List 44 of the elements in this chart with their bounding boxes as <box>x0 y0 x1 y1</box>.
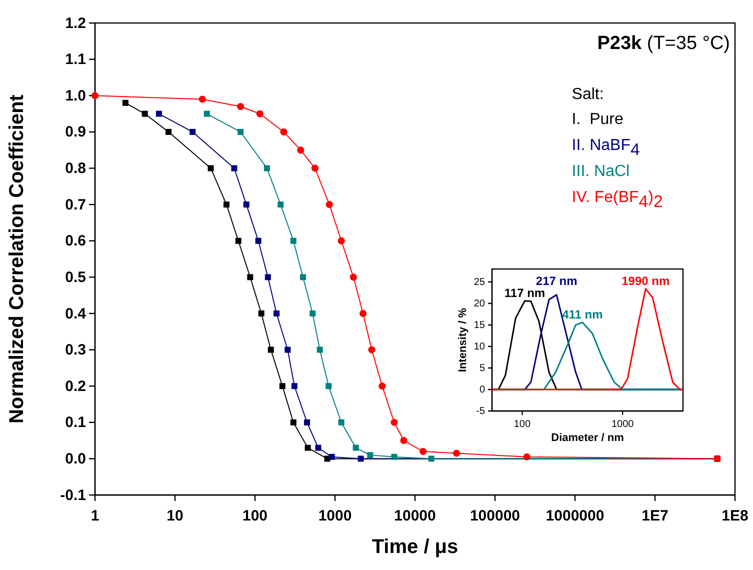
y-tick-label: 0.1 <box>65 414 86 432</box>
x-tick-label: 1 <box>90 508 100 524</box>
text: I. Pure <box>572 111 624 128</box>
y-tick-label: 0.5 <box>65 268 86 286</box>
x-tick-label: 1000000 <box>546 508 604 524</box>
y-tick-label: 0.9 <box>65 124 86 141</box>
series-label: 217 nm <box>536 274 578 288</box>
y-tick-label: 0.2 <box>65 378 86 395</box>
x-axis-title: Time / μs <box>372 536 458 558</box>
x-tick-label: 100 <box>242 508 268 524</box>
y-tick-label: 10 <box>474 342 486 353</box>
y-tick-label: 0.0 <box>65 450 86 468</box>
x-axis-title: Diameter / nm <box>551 432 624 444</box>
series-label: 1990 nm <box>622 274 670 288</box>
x-tick-label: 100 <box>514 419 531 430</box>
y-tick-label: -5 <box>476 406 486 418</box>
y-tick-label: 0.3 <box>65 342 86 359</box>
x-tick-label: 100000 <box>470 508 520 524</box>
x-tick-label: 1E7 <box>642 508 668 524</box>
x-tick-label: 10 <box>166 508 184 524</box>
y-tick-label: 1.2 <box>65 14 86 32</box>
y-axis-title: Intensity / % <box>457 308 469 372</box>
x-tick-label: 10000 <box>394 508 436 524</box>
y-tick-label: -0.1 <box>60 486 86 504</box>
y-tick-label: 0.6 <box>65 232 86 250</box>
y-tick-label: 20 <box>474 298 486 310</box>
y-tick-label: 1.1 <box>65 51 86 68</box>
x-tick-label: 1E8 <box>722 508 748 524</box>
y-tick-label: 5 <box>479 363 486 374</box>
y-tick-label: 1.0 <box>65 87 86 104</box>
text: P23k (T=35 °C) <box>597 33 730 54</box>
text: III. NaCl <box>572 163 630 180</box>
y-tick-label: 0.7 <box>65 196 86 214</box>
series-label: 117 nm <box>504 286 546 300</box>
y-tick-label: 0 <box>479 384 486 396</box>
x-tick-label: 1000 <box>611 419 634 430</box>
y-axis-title: Normalized Correlation Coefficient <box>6 94 28 424</box>
y-tick-label: 25 <box>474 277 486 288</box>
series-label: 411 nm <box>562 307 603 322</box>
legend-title: Salt: <box>572 86 604 103</box>
y-tick-label: 0.4 <box>65 305 87 322</box>
y-tick-label: 15 <box>474 320 486 332</box>
y-tick-label: 0.8 <box>65 160 86 178</box>
x-tick-label: 1000 <box>318 508 352 524</box>
